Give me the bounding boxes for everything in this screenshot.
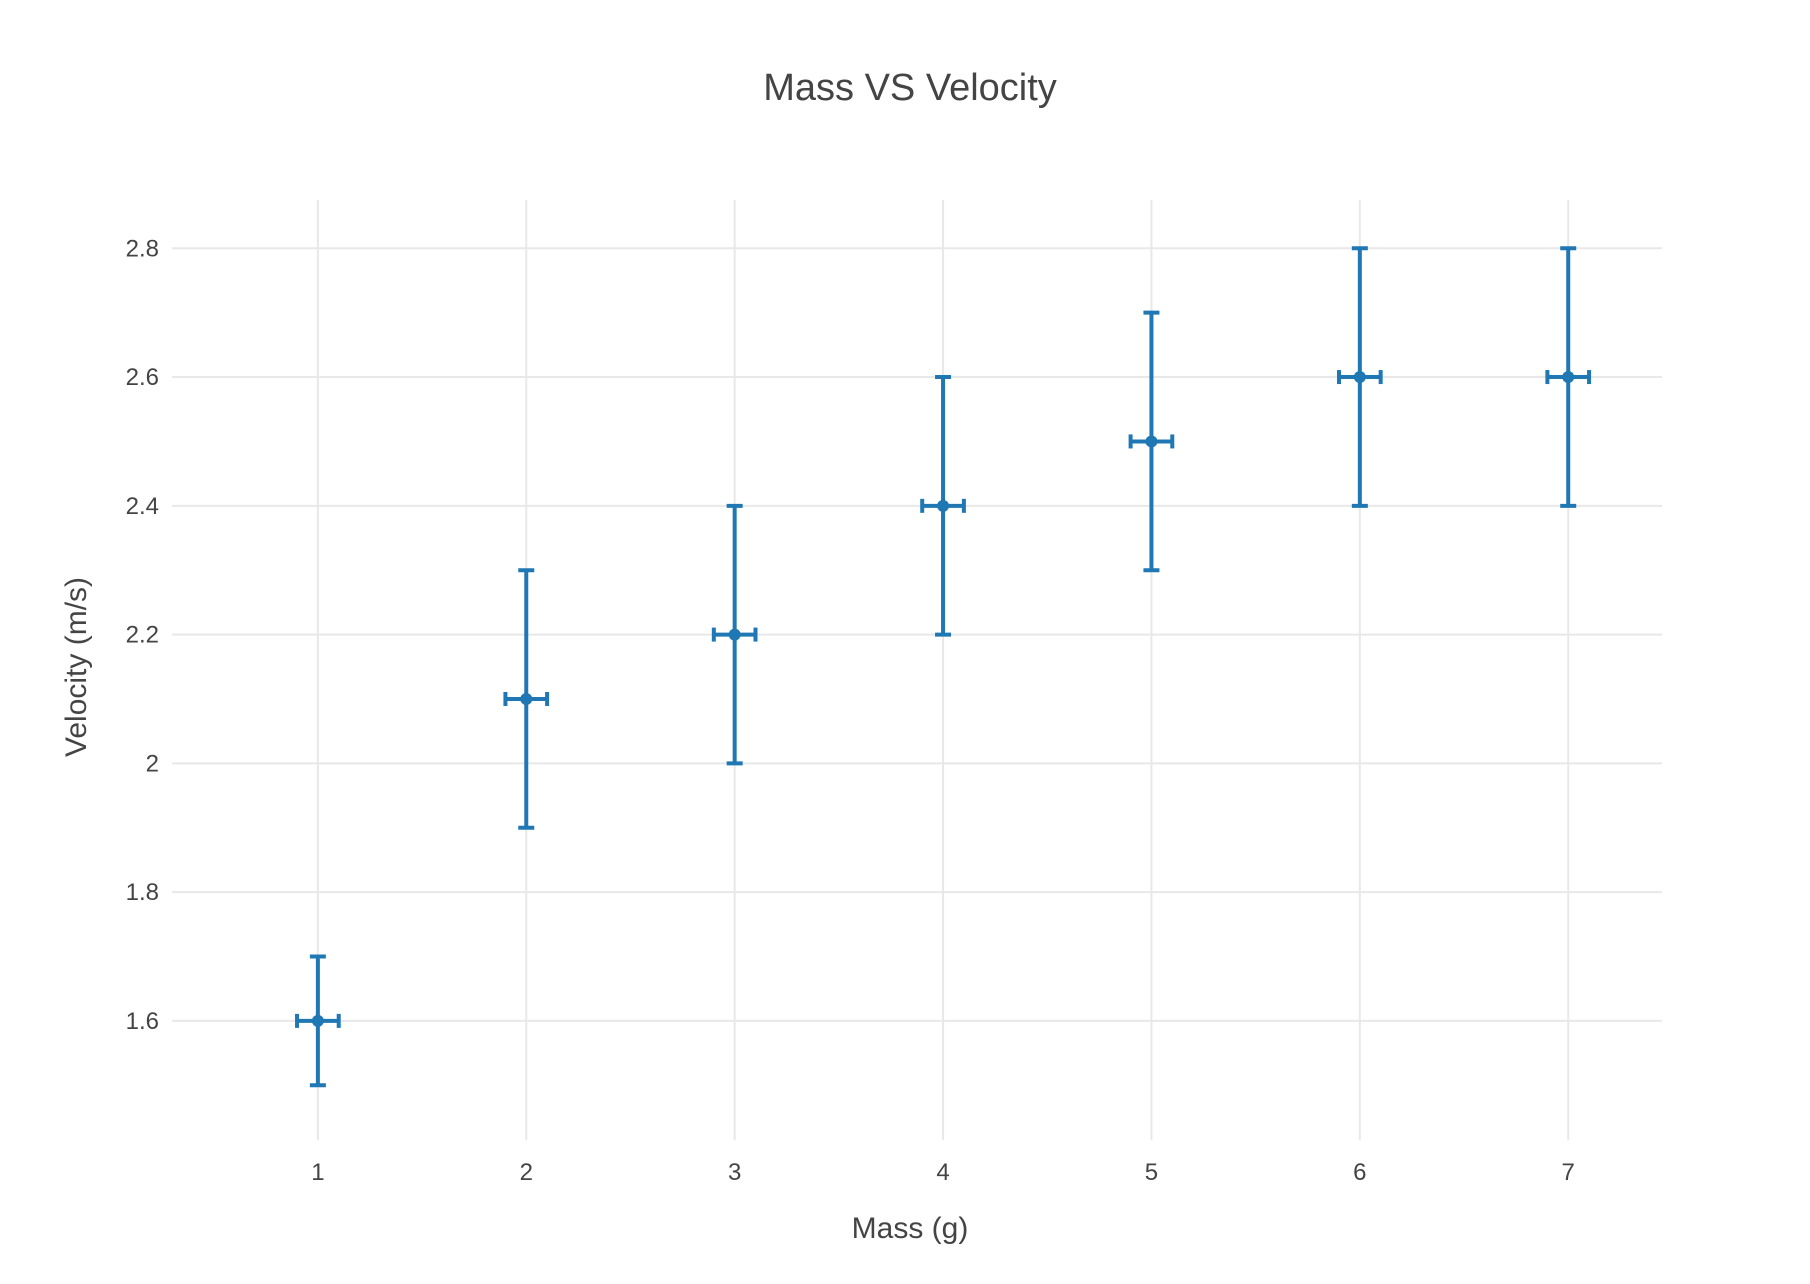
data-point-group — [711, 503, 758, 766]
data-point-group — [295, 954, 341, 1088]
x-tick-label: 2 — [520, 1159, 533, 1186]
x-tick-label: 1 — [311, 1159, 324, 1186]
y-tick-label: 1.8 — [126, 879, 159, 906]
data-point — [1145, 435, 1158, 448]
x-tick-label: 7 — [1562, 1159, 1575, 1186]
y-tick-labels: 1.6 1.8 2 2.2 2.4 2.6 2.8 — [126, 235, 159, 1035]
x-tick-label: 4 — [936, 1159, 949, 1186]
data-point-group — [503, 568, 550, 830]
y-tick-label: 2.6 — [126, 364, 159, 391]
data-point — [937, 499, 950, 512]
y-tick-label: 1.6 — [126, 1008, 159, 1035]
y-tick-label: 2.4 — [126, 493, 159, 520]
x-tick-label: 5 — [1145, 1159, 1158, 1186]
data-point-group — [920, 375, 966, 637]
data-point-group — [1545, 246, 1592, 508]
data-point-group — [1128, 310, 1175, 573]
y-tick-label: 2 — [146, 750, 159, 777]
y-tick-label: 2.8 — [126, 235, 159, 262]
data-marks — [295, 246, 1592, 1088]
x-tick-labels: 1 2 3 4 5 6 7 — [311, 1159, 1575, 1186]
x-axis-title: Mass (g) — [852, 1212, 969, 1245]
y-axis-title: Velocity (m/s) — [60, 577, 93, 757]
y-tick-label: 2.2 — [126, 622, 159, 649]
grid-layer — [172, 200, 1662, 1140]
data-point — [311, 1014, 324, 1027]
data-point — [728, 628, 741, 641]
chart-title: Mass VS Velocity — [763, 67, 1057, 109]
data-point — [1353, 371, 1366, 384]
data-point — [520, 692, 533, 705]
data-point — [1562, 371, 1575, 384]
data-point-group — [1336, 246, 1383, 508]
x-tick-label: 3 — [728, 1159, 741, 1186]
x-tick-label: 6 — [1353, 1159, 1366, 1186]
